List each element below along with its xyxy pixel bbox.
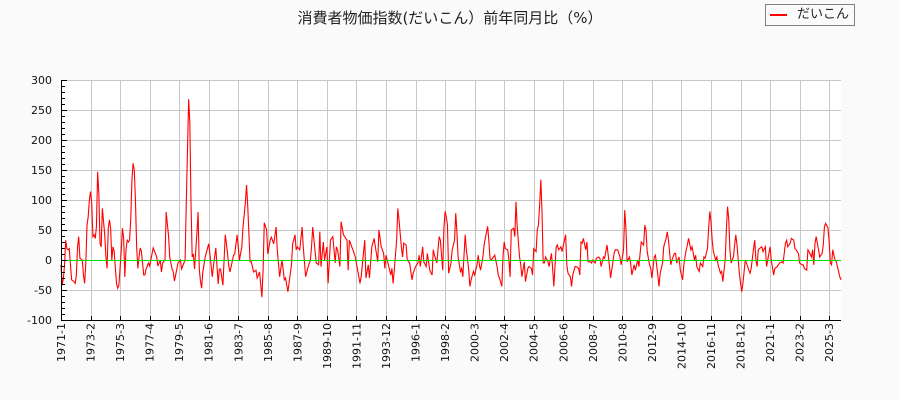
x-tick-label: 2018-12 xyxy=(735,323,748,369)
x-tick-label: 1983-7 xyxy=(232,323,245,362)
y-tick-label: -50 xyxy=(34,284,52,297)
x-axis-tick-labels: 1971-1 1973-2 1975-3 1977-4 1979-5 1981-6 1983… xyxy=(55,323,836,369)
y-tick-label: 300 xyxy=(31,74,52,87)
x-tick-label: 2006-6 xyxy=(557,323,570,362)
legend-line-icon xyxy=(770,14,787,16)
y-tick-label: -100 xyxy=(27,314,52,327)
y-tick-label: 0 xyxy=(45,254,52,267)
y-tick-label: 200 xyxy=(31,134,52,147)
x-tick-label: 2004-5 xyxy=(528,323,541,362)
chart-title: 消費者物価指数(だいこん）前年同月比（%） xyxy=(297,9,603,27)
x-tick-label: 1991-11 xyxy=(350,323,363,369)
x-tick-label: 2002-4 xyxy=(498,323,511,362)
y-tick-label: 250 xyxy=(31,104,52,117)
series-layer xyxy=(60,99,842,298)
x-tick-label: 1989-10 xyxy=(321,323,334,369)
x-tick-label: 1985-8 xyxy=(262,323,275,362)
x-tick-label: 1975-3 xyxy=(114,323,127,362)
x-tick-label: 2023-2 xyxy=(794,323,807,362)
x-tick-label: 1977-4 xyxy=(144,323,157,362)
y-tick-label: 100 xyxy=(31,194,52,207)
x-tick-label: 2000-3 xyxy=(469,323,482,362)
x-tick-label: 1998-2 xyxy=(439,323,452,362)
legend: だいこん xyxy=(765,4,855,26)
x-tick-label: 1973-2 xyxy=(85,323,98,362)
y-tick-label: 150 xyxy=(31,164,52,177)
axes xyxy=(61,80,841,321)
x-tick-label: 1971-1 xyxy=(55,323,68,362)
x-tick-label: 2008-7 xyxy=(587,323,600,362)
x-tick-label: 2010-8 xyxy=(616,323,629,362)
x-tick-label: 2021-1 xyxy=(764,323,777,362)
x-tick-label: 1993-12 xyxy=(380,323,393,369)
x-tick-label: 1987-9 xyxy=(291,323,304,362)
x-tick-label: 1981-6 xyxy=(203,323,216,362)
x-tick-label: 2012-9 xyxy=(646,323,659,362)
x-tick-label: 1996-1 xyxy=(410,323,423,362)
series-line xyxy=(60,99,842,298)
x-tick-label: 2025-3 xyxy=(823,323,836,362)
y-tick-label: 50 xyxy=(38,224,52,237)
x-tick-label: 2016-11 xyxy=(705,323,718,369)
legend-label: だいこん xyxy=(797,7,850,22)
x-tick-label: 1979-5 xyxy=(173,323,186,362)
y-axis-tick-labels: -100 -50 0 50 100 150 200 250 300 xyxy=(27,74,52,327)
x-tick-label: 2014-10 xyxy=(675,323,688,369)
